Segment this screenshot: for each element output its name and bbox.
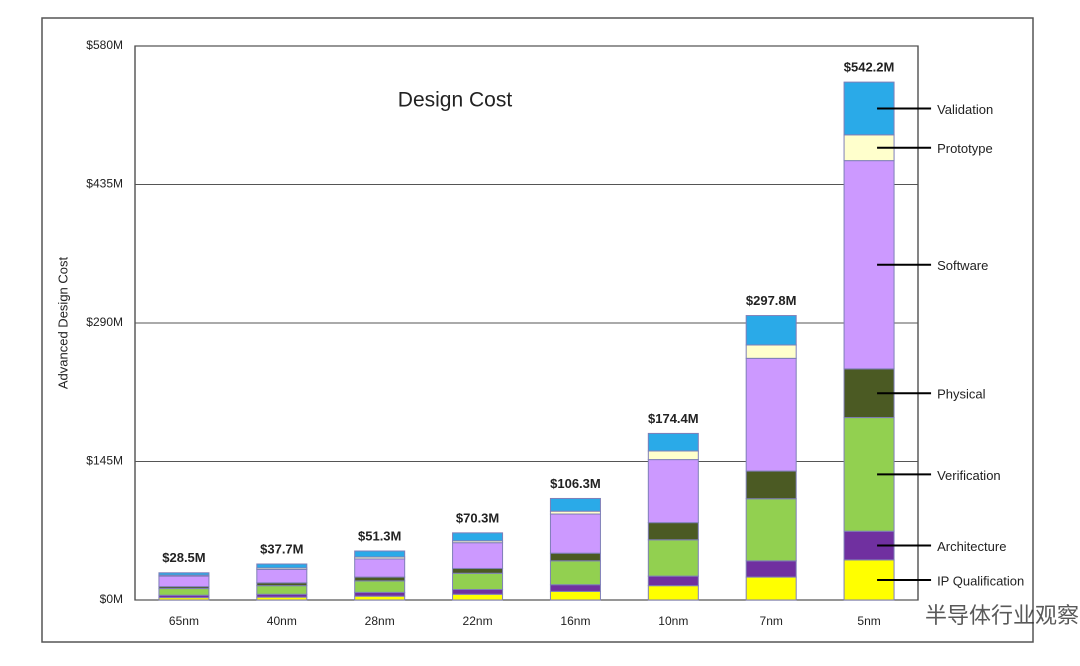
bar-segment — [354, 576, 406, 582]
bar-segment — [452, 542, 504, 569]
y-tick-label: $145M — [86, 454, 123, 468]
watermark: 半导体行业观察 — [925, 603, 1079, 628]
bar-segment — [647, 459, 699, 524]
bar-segment — [745, 470, 797, 500]
total-label: $106.3M — [550, 476, 601, 491]
bar-segment — [647, 450, 699, 461]
legend-label: Validation — [937, 102, 993, 117]
bar-segment — [354, 580, 406, 593]
bar-segment — [549, 513, 601, 554]
bar-segment — [745, 344, 797, 359]
bar-segment — [549, 560, 601, 586]
legend-label: Architecture — [937, 539, 1006, 554]
bar-segment — [256, 568, 308, 584]
y-tick-label: $580M — [86, 38, 123, 52]
bar-segment — [745, 315, 797, 346]
bar-segment — [158, 572, 210, 576]
x-tick-label: 5nm — [857, 614, 880, 628]
bar-segment — [549, 584, 601, 592]
total-label: $542.2M — [844, 60, 895, 75]
legend-label: Prototype — [937, 141, 993, 156]
chart-title: Design Cost — [398, 89, 513, 112]
bar-segment — [647, 432, 699, 452]
frame — [41, 17, 1034, 643]
bar-segment — [647, 539, 699, 577]
bar-segment — [647, 585, 699, 601]
bar-segment — [256, 585, 308, 595]
y-tick-label: $435M — [86, 177, 123, 191]
bar-segment — [354, 558, 406, 578]
bar-segment — [452, 572, 504, 590]
bar-segment — [354, 595, 406, 601]
y-tick-label: $0M — [100, 592, 123, 606]
legend-label: Verification — [937, 468, 1001, 483]
x-tick-label: 40nm — [267, 614, 297, 628]
x-tick-label: 28nm — [365, 614, 395, 628]
total-label: $28.5M — [162, 550, 205, 565]
y-axis-label: Advanced Design Cost — [55, 256, 70, 389]
bar-segment — [256, 563, 308, 569]
total-label: $174.4M — [648, 411, 699, 426]
legend-label: Physical — [937, 387, 986, 402]
bar-segment — [452, 532, 504, 542]
bar-segment — [354, 550, 406, 558]
bar-segment — [452, 593, 504, 601]
bar-segment — [647, 522, 699, 541]
total-label: $37.7M — [260, 541, 303, 556]
bar-segment — [745, 560, 797, 578]
bar-segment — [745, 576, 797, 601]
bar-segment — [647, 575, 699, 587]
bar-segment — [452, 567, 504, 574]
bar-segment — [452, 588, 504, 595]
bar-segment — [745, 498, 797, 562]
total-label: $70.3M — [456, 510, 499, 525]
legend-label: Software — [937, 258, 988, 273]
x-tick-label: 22nm — [463, 614, 493, 628]
bar-segment — [549, 590, 601, 601]
bar-segment — [549, 552, 601, 562]
legend-label: IP Qualification — [937, 573, 1024, 588]
total-label: $51.3M — [358, 528, 401, 543]
bar-segment — [354, 591, 406, 597]
x-tick-label: 10nm — [658, 614, 688, 628]
x-tick-label: 16nm — [560, 614, 590, 628]
y-tick-label: $290M — [86, 315, 123, 329]
bar-segment — [549, 497, 601, 512]
bar-segment — [158, 575, 210, 588]
bar-segment — [745, 357, 797, 472]
x-tick-label: 65nm — [169, 614, 199, 628]
bar-segment — [158, 588, 210, 596]
total-label: $297.8M — [746, 293, 797, 308]
x-tick-label: 7nm — [760, 614, 783, 628]
